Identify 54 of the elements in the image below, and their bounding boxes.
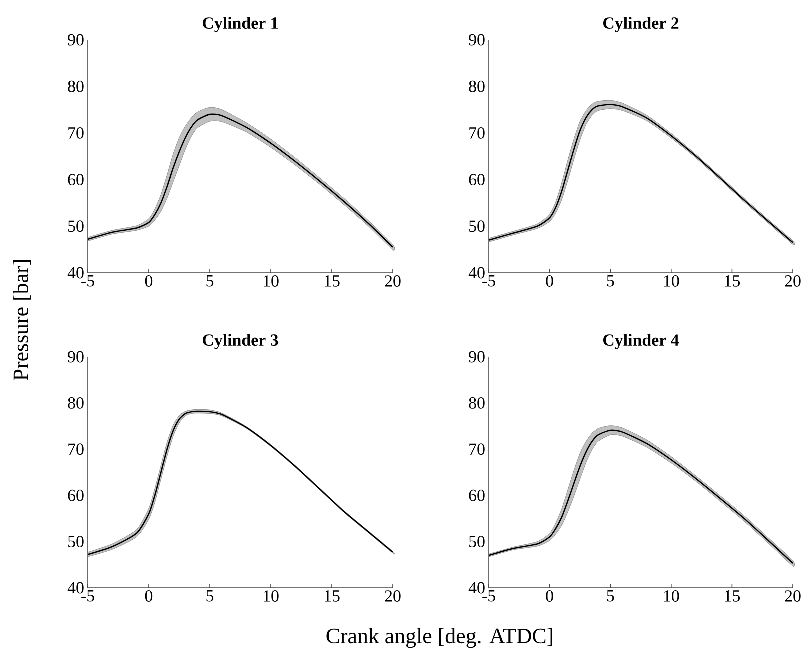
x-tick-label: 5: [206, 590, 214, 602]
x-tick-label: -5: [482, 590, 496, 602]
x-tick-label: 5: [607, 590, 614, 602]
x-tick-label: -5: [82, 276, 94, 287]
y-tick-label: 90: [68, 34, 84, 46]
x-tick-label: -5: [482, 276, 496, 287]
y-tick-label: 90: [469, 351, 485, 363]
chart-title: Cylinder 4: [603, 334, 680, 350]
y-tick-label: 50: [470, 536, 485, 548]
y-tick-label: 80: [469, 397, 485, 409]
x-tick-label: 10: [264, 276, 279, 287]
y-tick-label: 70: [68, 127, 84, 139]
x-axis-title: Crank angle [deg. ATDC]: [326, 628, 552, 648]
x-tick-label: 20: [385, 276, 401, 287]
chart-title: Cylinder 2: [603, 17, 679, 32]
y-tick-label: 60: [469, 174, 485, 186]
x-tick-label: 0: [546, 590, 554, 602]
y-tick-label: 70: [470, 444, 485, 456]
y-tick-label: 90: [68, 351, 84, 363]
x-tick-label: 5: [607, 276, 614, 287]
y-tick-label: 40: [468, 267, 485, 279]
x-tick-label: 15: [725, 276, 740, 287]
x-tick-label: 0: [546, 276, 554, 287]
y-tick-label: 40: [468, 582, 485, 594]
x-tick-label: 10: [664, 590, 680, 602]
x-tick-label: 15: [725, 590, 740, 602]
x-tick-label: 20: [385, 590, 401, 602]
y-tick-label: 90: [469, 34, 485, 46]
y-tick-label: 50: [68, 536, 84, 548]
chart-title: Cylinder 3: [202, 334, 278, 350]
chart-title: Cylinder 1: [202, 17, 278, 33]
x-tick-label: 10: [664, 276, 680, 287]
x-tick-label: 10: [264, 590, 279, 602]
y-tick-label: 80: [68, 80, 84, 92]
y-tick-label: 50: [470, 220, 485, 232]
x-tick-label: 20: [785, 276, 801, 287]
y-tick-label: 60: [68, 490, 84, 502]
y-tick-label: 40: [68, 267, 84, 279]
x-tick-label: 20: [785, 590, 801, 602]
y-tick-label: 80: [469, 80, 485, 92]
y-axis-title: Pressure [bar]: [13, 260, 32, 381]
y-tick-label: 70: [470, 127, 485, 139]
x-tick-label: 5: [206, 276, 214, 287]
y-tick-label: 50: [68, 220, 84, 232]
x-tick-label: 0: [145, 276, 153, 287]
y-tick-label: 60: [469, 490, 485, 502]
x-tick-label: 15: [325, 590, 340, 602]
y-tick-label: 60: [68, 174, 84, 186]
y-tick-label: 40: [68, 582, 84, 594]
y-tick-label: 70: [68, 444, 84, 456]
x-tick-label: 15: [325, 276, 340, 287]
x-tick-label: 0: [145, 590, 153, 602]
y-tick-label: 80: [68, 397, 84, 409]
x-tick-label: -5: [82, 590, 94, 602]
